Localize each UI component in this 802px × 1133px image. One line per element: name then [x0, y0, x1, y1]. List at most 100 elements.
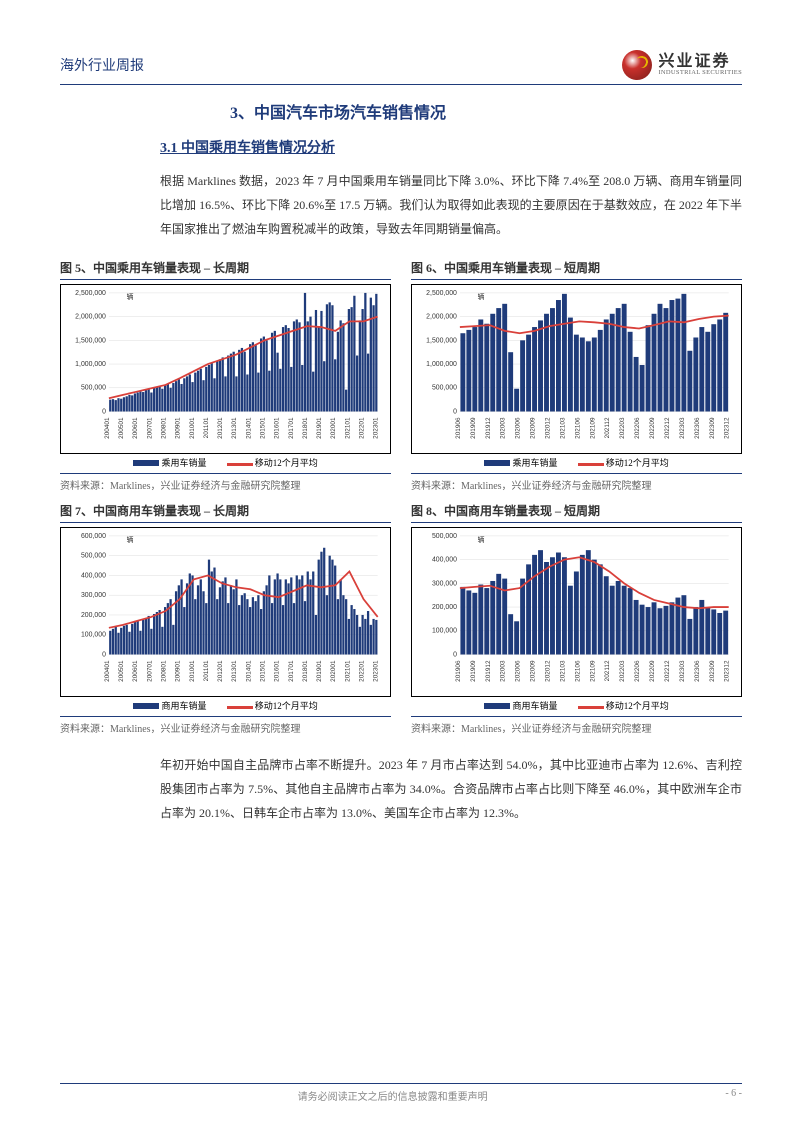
chart-6-legend: 乘用车销量 移动12个月平均	[411, 456, 742, 469]
svg-text:200901: 200901	[175, 660, 182, 682]
paragraph-1: 根据 Marklines 数据，2023 年 7 月中国乘用车销量同比下降 3.…	[160, 169, 742, 241]
svg-text:202003: 202003	[500, 660, 507, 682]
svg-text:202206: 202206	[634, 417, 641, 439]
svg-text:200901: 200901	[175, 417, 182, 439]
chart-5-caption: 图 5、中国乘用车销量表现 – 长周期	[60, 259, 391, 280]
svg-text:201001: 201001	[189, 660, 196, 682]
svg-text:600,000: 600,000	[81, 533, 106, 540]
svg-text:202109: 202109	[589, 660, 596, 682]
svg-text:202106: 202106	[574, 660, 581, 682]
footer-disclaimer: 请务必阅读正文之后的信息披露和重要声明	[298, 1088, 488, 1103]
svg-text:2,500,000: 2,500,000	[75, 290, 106, 297]
svg-text:200701: 200701	[146, 660, 153, 682]
chart-7-caption: 图 7、中国商用车销量表现 – 长周期	[60, 502, 391, 523]
page-footer: 请务必阅读正文之后的信息披露和重要声明 - 6 -	[60, 1083, 742, 1103]
svg-text:201101: 201101	[203, 417, 210, 438]
page-header: 海外行业周报 兴业证券 INDUSTRIAL SECURITIES	[60, 50, 742, 85]
svg-text:300,000: 300,000	[432, 580, 457, 587]
svg-text:202312: 202312	[724, 660, 731, 682]
svg-text:201801: 201801	[302, 660, 309, 682]
svg-text:201901: 201901	[316, 417, 323, 439]
svg-text:200601: 200601	[132, 660, 139, 682]
svg-text:202201: 202201	[359, 660, 366, 682]
svg-text:202203: 202203	[619, 417, 626, 439]
svg-text:201201: 201201	[217, 417, 224, 439]
svg-text:202301: 202301	[373, 660, 380, 682]
svg-text:200601: 200601	[132, 417, 139, 439]
chart-6-caption: 图 6、中国乘用车销量表现 – 短周期	[411, 259, 742, 280]
svg-text:500,000: 500,000	[81, 553, 106, 560]
svg-text:200,000: 200,000	[81, 612, 106, 619]
svg-text:201906: 201906	[455, 417, 462, 439]
chart-8-legend: 商用车销量 移动12个月平均	[411, 699, 742, 712]
doc-type: 海外行业周报	[60, 55, 144, 75]
svg-text:202103: 202103	[559, 417, 566, 439]
svg-text:500,000: 500,000	[81, 385, 106, 392]
paragraph-2: 年初开始中国自主品牌市占率不断提升。2023 年 7 月市占率达到 54.0%，…	[160, 753, 742, 825]
svg-text:200801: 200801	[160, 417, 167, 439]
svg-text:202003: 202003	[500, 417, 507, 439]
chart-8-svg: 0100,000200,000300,000400,000500,000辆201…	[411, 527, 742, 697]
chart-5-source: 资料来源：Marklines，兴业证券经济与金融研究院整理	[60, 473, 391, 492]
svg-text:202012: 202012	[544, 417, 551, 439]
svg-text:202001: 202001	[330, 660, 337, 682]
svg-text:201909: 201909	[470, 417, 477, 439]
svg-text:202006: 202006	[515, 417, 522, 439]
svg-text:100,000: 100,000	[81, 632, 106, 639]
svg-text:202203: 202203	[619, 660, 626, 682]
svg-text:200801: 200801	[160, 660, 167, 682]
svg-text:辆: 辆	[478, 292, 485, 301]
svg-text:201801: 201801	[302, 417, 309, 439]
svg-text:202009: 202009	[530, 417, 537, 439]
svg-text:500,000: 500,000	[432, 533, 457, 540]
svg-text:202212: 202212	[664, 417, 671, 439]
svg-text:201501: 201501	[260, 417, 267, 439]
svg-text:201906: 201906	[455, 660, 462, 682]
svg-text:2,000,000: 2,000,000	[75, 314, 106, 321]
svg-text:202303: 202303	[679, 417, 686, 439]
subsection-title: 3.1 中国乘用车销售情况分析	[160, 137, 742, 157]
svg-text:1,000,000: 1,000,000	[426, 361, 457, 368]
logo-en: INDUSTRIAL SECURITIES	[658, 70, 742, 77]
chart-7: 图 7、中国商用车销量表现 – 长周期 0100,000200,000300,0…	[60, 502, 391, 735]
svg-text:201401: 201401	[245, 417, 252, 439]
chart-8-source: 资料来源：Marklines，兴业证券经济与金融研究院整理	[411, 716, 742, 735]
svg-text:201701: 201701	[288, 417, 295, 439]
svg-text:201501: 201501	[260, 660, 267, 682]
chart-8: 图 8、中国商用车销量表现 – 短周期 0100,000200,000300,0…	[411, 502, 742, 735]
svg-text:201001: 201001	[189, 417, 196, 439]
svg-text:202001: 202001	[330, 417, 337, 439]
svg-text:201912: 201912	[485, 660, 492, 682]
svg-text:202306: 202306	[694, 660, 701, 682]
svg-text:202209: 202209	[649, 417, 656, 439]
chart-6-svg: 0500,0001,000,0001,500,0002,000,0002,500…	[411, 284, 742, 454]
svg-text:201401: 201401	[245, 660, 252, 682]
svg-text:400,000: 400,000	[81, 572, 106, 579]
svg-text:202212: 202212	[664, 660, 671, 682]
svg-text:1,500,000: 1,500,000	[75, 337, 106, 344]
svg-text:0: 0	[102, 408, 106, 415]
svg-text:200401: 200401	[104, 660, 111, 682]
svg-text:200501: 200501	[118, 660, 125, 682]
svg-text:201601: 201601	[274, 660, 281, 682]
svg-text:0: 0	[453, 651, 457, 658]
svg-text:400,000: 400,000	[432, 557, 457, 564]
charts-grid: 图 5、中国乘用车销量表现 – 长周期 0 500,000 1,000,000 1,5…	[60, 259, 742, 735]
svg-text:200401: 200401	[104, 417, 111, 439]
svg-text:0: 0	[453, 408, 457, 415]
svg-text:202312: 202312	[724, 417, 731, 439]
svg-text:202106: 202106	[574, 417, 581, 439]
chart-7-svg: 0100,000200,000300,000400,000500,000600,…	[60, 527, 391, 697]
svg-text:202303: 202303	[679, 660, 686, 682]
chart-6: 图 6、中国乘用车销量表现 – 短周期 0500,0001,000,0001,5…	[411, 259, 742, 492]
svg-text:202109: 202109	[589, 417, 596, 439]
svg-text:202012: 202012	[544, 660, 551, 682]
svg-text:2,000,000: 2,000,000	[426, 314, 457, 321]
svg-text:202301: 202301	[373, 417, 380, 439]
svg-text:202103: 202103	[559, 660, 566, 682]
svg-text:202309: 202309	[709, 660, 716, 682]
svg-text:201912: 201912	[485, 417, 492, 439]
svg-text:1,500,000: 1,500,000	[426, 337, 457, 344]
chart-5-svg: 0500,0001,000,0001,500,0002,000,0002,500…	[60, 284, 391, 454]
svg-text:202201: 202201	[359, 417, 366, 439]
